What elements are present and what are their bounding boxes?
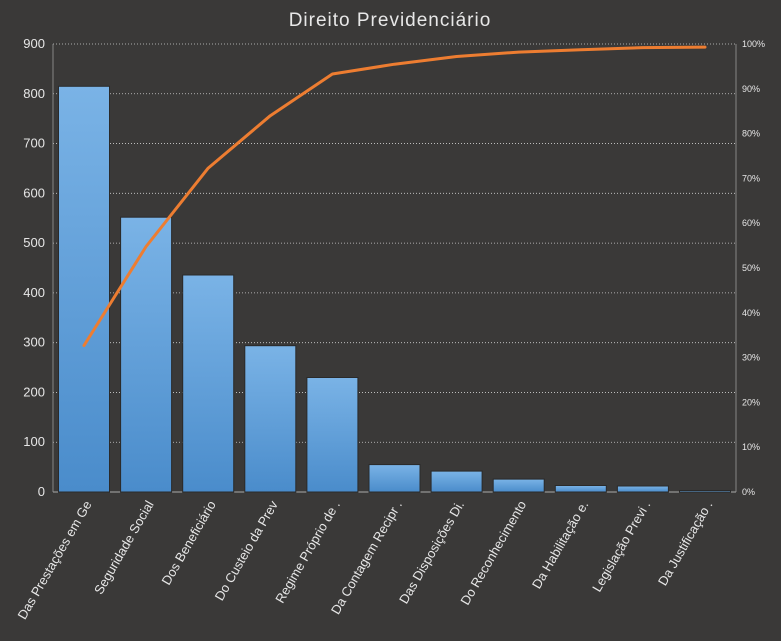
cumulative-line [82,45,707,347]
bar-5 [368,464,421,493]
bar-6 [430,470,483,493]
y-axis-left: 0 100 200 300 400 500 600 700 800 900 [23,36,45,499]
x-category-label: Da Contagem Recipr . [328,498,405,617]
y-right-tick-label: 80% [742,129,760,139]
y-left-tick-label: 400 [23,285,45,300]
bar-1 [120,216,173,493]
y-right-tick-label: 10% [742,442,760,452]
chart-title: Direito Previdenciário [289,10,492,31]
y-right-tick-label: 60% [742,218,760,228]
y-left-tick-label: 900 [23,36,45,51]
y-right-tick-label: 50% [742,263,760,273]
y-right-tick-label: 100% [742,39,765,49]
y-right-tick-label: 0% [742,487,755,497]
y-right-tick-label: 40% [742,308,760,318]
x-category-label: Do Reconhecimento [457,498,529,608]
bar-8 [554,485,607,493]
x-category-label: Das Prestações em Ge [14,498,94,622]
x-category-label: Da Justificação . [655,498,716,588]
bar-3 [244,345,297,493]
y-left-tick-label: 700 [23,136,45,151]
y-left-tick-label: 300 [23,335,45,350]
bar-0 [58,85,110,493]
y-left-tick-label: 500 [23,235,45,250]
y-left-tick-label: 200 [23,384,45,399]
bar-4 [306,377,359,493]
bars [58,85,731,493]
y-right-tick-label: 70% [742,173,760,183]
y-right-tick-label: 20% [742,397,760,407]
y-left-tick-label: 100 [23,434,45,449]
x-category-label: Regime Próprio de . [272,498,343,606]
y-axis-right: 0% 10% 20% 30% 40% 50% 60% 70% 80% 90% 100% [742,39,765,497]
x-category-label: Legislação Previ . [589,498,653,594]
y-left-tick-label: 0 [38,484,45,499]
bar-7 [492,478,545,493]
x-category-label: Das Disposições Di. [396,498,467,606]
cumulative-polyline [82,45,707,347]
bar-2 [182,274,235,493]
x-category-label: Da Habilitação e. [529,498,591,591]
y-left-tick-label: 800 [23,86,45,101]
y-right-tick-label: 30% [742,353,760,363]
bar-10 [679,490,731,493]
x-category-label: Dos Beneficiário [159,498,219,587]
x-category-label: Do Custeio da Prev [212,498,282,604]
y-left-tick-label: 600 [23,185,45,200]
bar-9 [616,485,669,493]
x-category-label: Seguridade Social [91,498,157,597]
y-right-tick-label: 90% [742,84,760,94]
